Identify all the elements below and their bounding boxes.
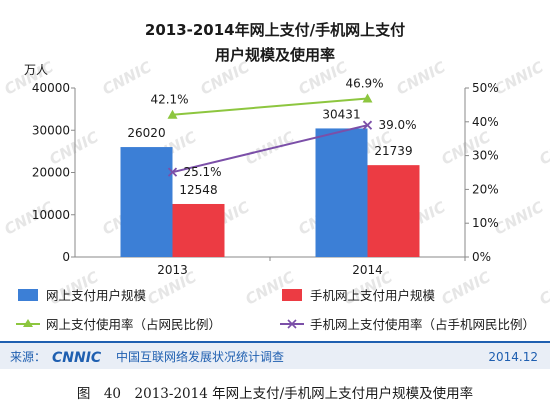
y-tick-label-right: 40% bbox=[472, 115, 499, 129]
x-tick-label: 2014 bbox=[352, 263, 383, 277]
marker-online-usage bbox=[362, 93, 373, 103]
y-tick-label-right: 50% bbox=[472, 81, 499, 95]
legend-label-mobile-payment: 手机网上支付用户规模 bbox=[310, 288, 436, 303]
bar-online-payment bbox=[315, 128, 368, 257]
legend-label-mobile-usage: 手机网上支付使用率（占手机网民比例） bbox=[310, 317, 535, 332]
x-tick-label: 2013 bbox=[157, 263, 188, 277]
y-axis-unit-label: 万人 bbox=[24, 63, 48, 77]
legend-marker-online-usage bbox=[23, 319, 33, 327]
footer-organization: 中国互联网络发展状况统计调查 bbox=[116, 349, 284, 364]
bar-value-label: 30431 bbox=[322, 107, 360, 121]
footer-band: 来源： CNNIC 中国互联网络发展状况统计调查 2014.12 bbox=[0, 341, 550, 369]
y-tick-label-right: 10% bbox=[472, 216, 499, 230]
legend-label-online-usage: 网上支付使用率（占网民比例） bbox=[46, 317, 221, 332]
chart-title-line2: 用户规模及使用率 bbox=[215, 46, 335, 64]
rate-value-label: 46.9% bbox=[345, 76, 383, 90]
line-mobile-usage bbox=[172, 124, 368, 174]
x-ticks: 2013 2014 bbox=[157, 257, 466, 277]
legend-swatch-online-payment bbox=[18, 289, 38, 301]
footer-background bbox=[0, 343, 550, 369]
chart-background bbox=[0, 0, 550, 378]
line-marks bbox=[167, 93, 373, 177]
bar-mobile-payment bbox=[172, 203, 225, 257]
rate-value-label: 25.1% bbox=[183, 165, 221, 179]
rate-value-label: 42.1% bbox=[150, 93, 188, 107]
y-tick-label-left: 20000 bbox=[32, 166, 70, 180]
bar-value-label: 26020 bbox=[127, 126, 165, 140]
bar-mobile-payment bbox=[367, 165, 420, 257]
line-online-usage bbox=[172, 97, 368, 116]
chart-legend: 网上支付用户规模 手机网上支付用户规模 网上支付使用率（占网民比例） 手机网上支… bbox=[16, 288, 535, 332]
footer-date: 2014.12 bbox=[488, 350, 538, 364]
marker-online-usage bbox=[167, 109, 178, 119]
footer-source-label: 来源： bbox=[10, 350, 46, 364]
bar-online-payment bbox=[120, 147, 173, 257]
y-tick-label-right: 0% bbox=[472, 250, 491, 264]
y-ticks-left: 0 10000 20000 30000 40000 bbox=[32, 81, 75, 264]
legend-marker-mobile-usage bbox=[287, 319, 297, 329]
legend-label-online-payment: 网上支付用户规模 bbox=[46, 288, 147, 303]
y-tick-label-left: 0 bbox=[62, 250, 70, 264]
rate-value-label: 39.0% bbox=[378, 118, 416, 132]
bar-value-label: 12548 bbox=[179, 183, 217, 197]
y-ticks-right: 0% 10% 20% 30% 40% 50% bbox=[465, 81, 499, 264]
legend-swatch-mobile-payment bbox=[282, 289, 302, 301]
bar-marks bbox=[120, 128, 420, 257]
bar-value-label: 21739 bbox=[374, 144, 412, 158]
y-tick-label-right: 30% bbox=[472, 149, 499, 163]
cnnic-logo: CNNIC bbox=[52, 350, 102, 366]
chart-title-line1: 2013-2014年网上支付/手机网上支付 bbox=[145, 21, 405, 39]
figure-caption: 图 40 2013-2014 年网上支付/手机网上支付用户规模及使用率 bbox=[77, 385, 473, 402]
marker-mobile-usage bbox=[167, 167, 178, 177]
y-tick-label-right: 20% bbox=[472, 182, 499, 196]
footer-top-rule bbox=[0, 341, 550, 343]
data-labels: 26020 30431 12548 21739 42.1% 46.9% 25.1% 39.0% bbox=[127, 76, 416, 197]
marker-mobile-usage bbox=[362, 120, 373, 130]
y-tick-label-left: 30000 bbox=[32, 123, 70, 137]
y-tick-label-left: 10000 bbox=[32, 208, 70, 222]
y-tick-label-left: 40000 bbox=[32, 81, 70, 95]
